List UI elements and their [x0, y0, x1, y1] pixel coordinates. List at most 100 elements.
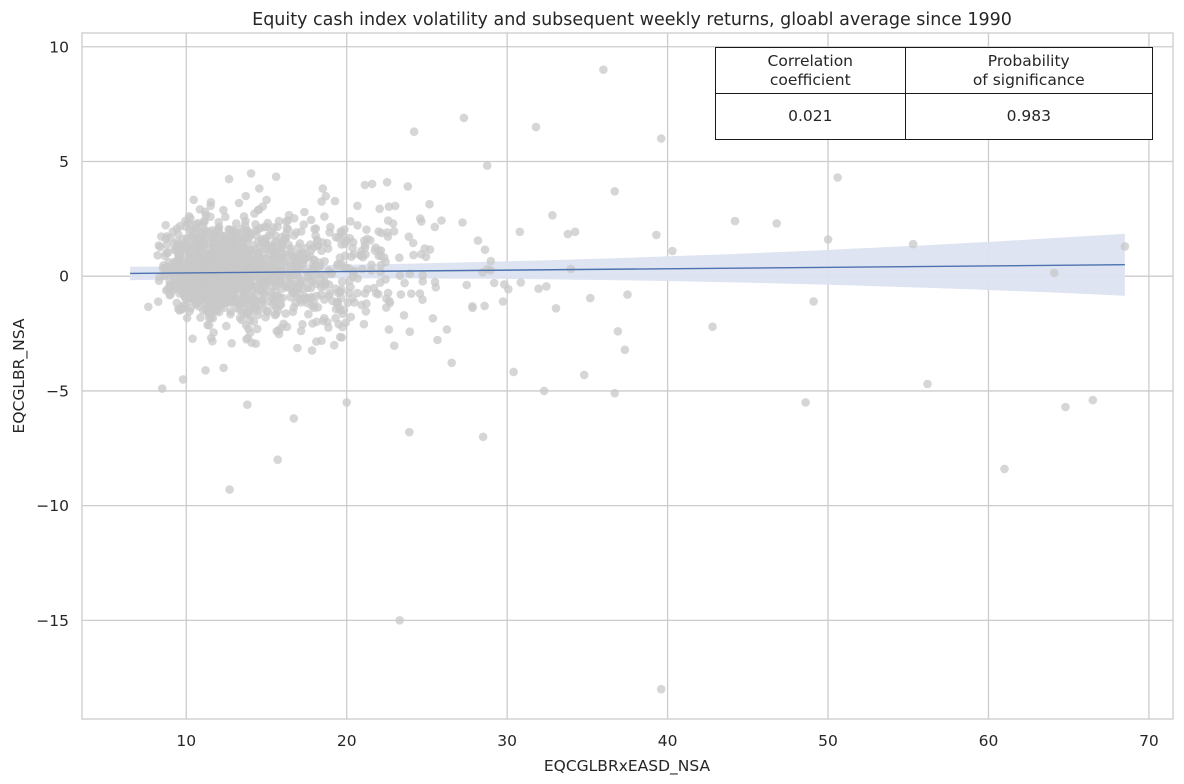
y-tick-label: −15 [36, 612, 69, 630]
scatter-point [610, 388, 619, 398]
y-tick-label: 5 [59, 153, 69, 171]
scatter-point [252, 324, 262, 334]
scatter-point [1120, 242, 1130, 251]
scatter-point [405, 427, 414, 437]
probability-value: 0.983 [904, 93, 1154, 140]
scatter-point [478, 432, 488, 442]
stats-table-value-row: 0.021 0.983 [715, 93, 1154, 140]
scatter-point [809, 297, 818, 306]
scatter-point [772, 219, 781, 228]
scatter-point [346, 312, 356, 322]
scatter-point [212, 305, 221, 315]
scatter-point [281, 217, 291, 226]
scatter-point [336, 287, 345, 297]
scatter-point [339, 232, 348, 242]
plot-frame [81, 32, 1174, 720]
scatter-point [325, 288, 335, 298]
scatter-point [367, 266, 376, 275]
scatter-point [395, 271, 405, 281]
scatter-point [229, 242, 239, 251]
scatter-point [498, 297, 508, 306]
y-tick-label: −10 [36, 497, 69, 515]
scatter-point [500, 280, 509, 289]
x-tick-labels: 10 20 30 40 50 60 70 [176, 732, 1158, 750]
scatter-point [231, 219, 241, 228]
scatter-point [239, 212, 249, 221]
scatter-point [353, 274, 362, 283]
scatter-point [383, 216, 393, 225]
scatter-point [224, 262, 234, 271]
scatter-point [331, 313, 340, 323]
scatter-point [318, 238, 328, 247]
scatter-point [296, 260, 306, 270]
scatter-point [399, 311, 409, 320]
scatter-point [242, 232, 251, 241]
scatter-point [238, 259, 248, 269]
correlation-header: Correlation coefficient [715, 47, 906, 94]
scatter-point [353, 201, 362, 211]
x-axis-label: EQCGLBRxEASD_NSA [544, 757, 711, 776]
scatter-point [382, 303, 391, 312]
scatter-point [563, 229, 573, 239]
scatter-point [371, 288, 381, 298]
scatter-point [293, 243, 303, 252]
scatter-point [1000, 464, 1009, 474]
scatter-point [316, 282, 326, 292]
scatter-point [184, 285, 194, 294]
scatter-point [243, 400, 252, 410]
scatter-point [200, 284, 210, 294]
scatter-point [395, 616, 405, 625]
scatter-point [610, 187, 619, 196]
scatter-point [468, 303, 477, 313]
scatter-point [248, 241, 257, 250]
scatter-point [157, 232, 166, 241]
scatter-point [362, 225, 371, 234]
scatter-point [185, 264, 195, 274]
scatter-point [317, 246, 326, 256]
scatter-point [299, 220, 309, 229]
scatter-point [260, 261, 269, 271]
scatter-point [281, 229, 291, 239]
scatter-point [288, 307, 298, 317]
scatter-point [480, 245, 490, 254]
scatter-point [340, 251, 350, 260]
scatter-point [213, 240, 223, 249]
scatter-point [289, 263, 299, 273]
scatter-point [421, 252, 431, 262]
scatter-point [254, 279, 264, 289]
scatter-point [206, 313, 216, 323]
scatter-point [656, 684, 666, 694]
scatter-point [338, 322, 347, 332]
scatter-point [262, 195, 271, 205]
scatter-point [656, 134, 666, 143]
scatter-point [458, 218, 467, 227]
scatter-point [473, 236, 483, 245]
scatter-point [409, 250, 418, 260]
scatter-point [539, 386, 549, 396]
scatter-point [437, 216, 446, 225]
scatter-point [289, 214, 299, 223]
scatter-point [219, 363, 228, 373]
scatter-point [225, 485, 234, 494]
scatter-point [486, 256, 496, 266]
scatter-point [274, 216, 284, 226]
scatter-point [244, 283, 253, 293]
scatter-point [327, 269, 336, 279]
confidence-band [130, 233, 1125, 296]
scatter-point [337, 259, 346, 268]
scatter-point [271, 172, 281, 181]
scatter-point [801, 398, 810, 407]
probability-header-text: Probability of significance [972, 51, 1085, 89]
x-tick-label: 60 [979, 732, 999, 750]
scatter-point [304, 309, 313, 319]
scatter-point [509, 367, 518, 377]
scatter-point [258, 296, 267, 306]
x-tick-label: 40 [658, 732, 678, 750]
scatter-point [375, 204, 385, 214]
scatter-point [221, 240, 230, 250]
scatter-point [489, 278, 499, 288]
scatter-point [232, 282, 242, 292]
scatter-point [329, 340, 339, 350]
scatter-point [408, 238, 418, 248]
